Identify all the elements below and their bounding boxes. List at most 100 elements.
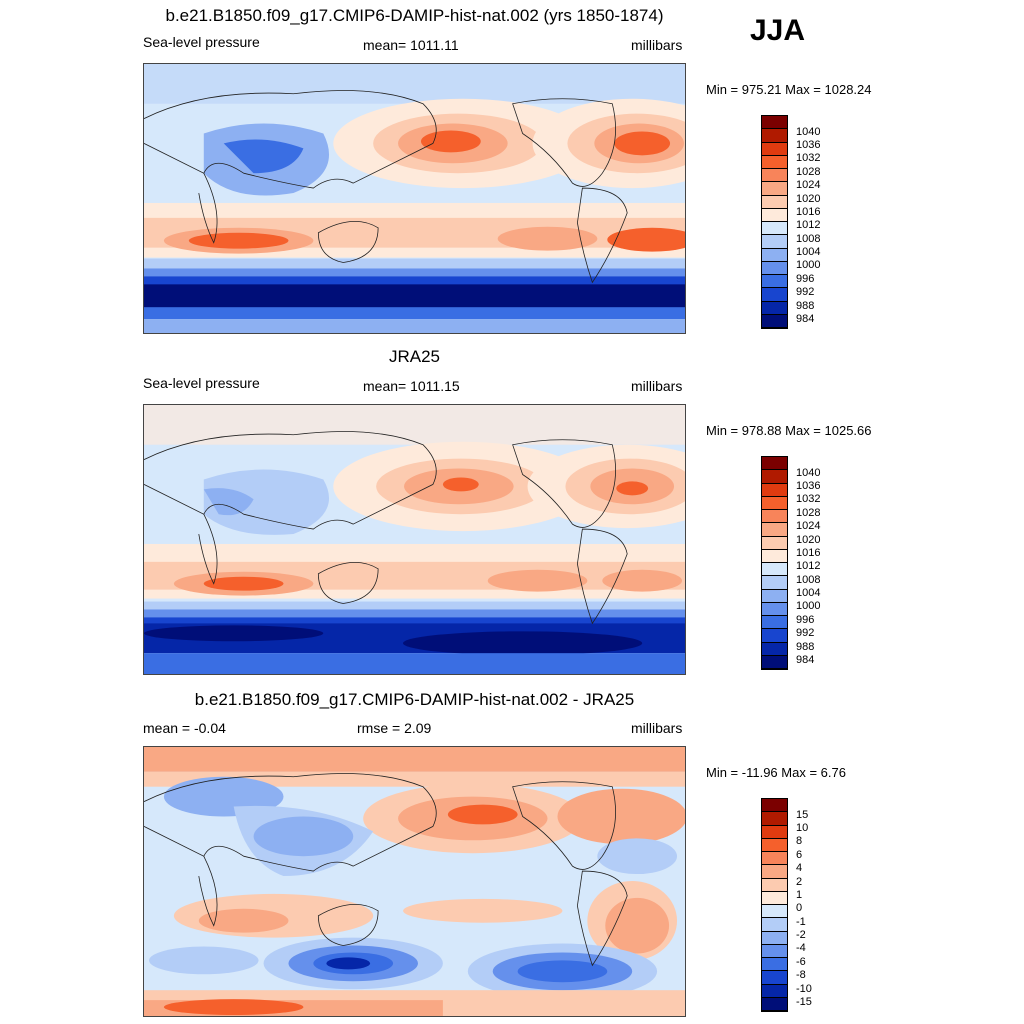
colorbar-tick-label: 1000 (796, 600, 821, 613)
colorbar-swatch (762, 169, 787, 183)
colorbar-swatch (762, 971, 787, 985)
colorbar-tick-label: 2 (796, 875, 803, 888)
colorbar-swatch (762, 288, 787, 302)
colorbar-swatch (762, 235, 787, 249)
colorbar-swatch (762, 918, 787, 932)
panel1-units-label: millibars (631, 37, 683, 53)
colorbar-swatch (762, 958, 787, 972)
colorbar-tick-label: 996 (796, 613, 815, 626)
colorbar-swatch (762, 523, 787, 537)
colorbar-swatch (762, 195, 787, 209)
colorbar-tick-label: 1032 (796, 493, 821, 506)
panel3-units-label: millibars (631, 720, 683, 736)
colorbar-swatch (762, 878, 787, 892)
colorbar-tick-label: 4 (796, 862, 803, 875)
colorbar-tick-label: 1020 (796, 533, 821, 546)
panel1-colorbar (761, 115, 788, 329)
colorbar-swatch (762, 825, 787, 839)
colorbar-swatch (762, 142, 787, 156)
colorbar-swatch (762, 563, 787, 577)
colorbar-swatch (762, 301, 787, 315)
panel1-mean-label: mean= 1011.11 (363, 37, 459, 53)
colorbar-tick-label: -2 (796, 929, 806, 942)
colorbar-tick-label: -4 (796, 942, 806, 955)
colorbar-swatch (762, 905, 787, 919)
colorbar-tick-label: 1036 (796, 139, 821, 152)
panel3-mean-label: mean = -0.04 (143, 720, 226, 736)
colorbar-swatch (762, 655, 787, 669)
colorbar-tick-label: 1008 (796, 573, 821, 586)
colorbar-swatch (762, 536, 787, 550)
colorbar-tick-label: -6 (796, 955, 806, 968)
colorbar-swatch (762, 576, 787, 590)
colorbar-swatch (762, 865, 787, 879)
colorbar-tick-label: 1024 (796, 520, 821, 533)
colorbar-swatch (762, 314, 787, 328)
colorbar-tick-label: 1032 (796, 152, 821, 165)
colorbar-tick-label: 10 (796, 822, 809, 835)
colorbar-tick-label: -1 (796, 915, 806, 928)
colorbar-swatch (762, 261, 787, 275)
colorbar-tick-label: 1008 (796, 232, 821, 245)
colorbar-tick-label: -15 (796, 995, 812, 1008)
colorbar-swatch (762, 457, 787, 471)
colorbar-tick-label: 984 (796, 312, 815, 325)
colorbar-tick-label: 1028 (796, 165, 821, 178)
panel3-minmax: Min = -11.96 Max = 6.76 (706, 765, 846, 780)
panel3-rmse-label: rmse = 2.09 (357, 720, 432, 736)
colorbar-tick-label: 1000 (796, 259, 821, 272)
panel2-mean-label: mean= 1011.15 (363, 378, 460, 394)
panel1-minmax: Min = 975.21 Max = 1028.24 (706, 82, 872, 97)
colorbar-swatch (762, 589, 787, 603)
colorbar-swatch (762, 116, 787, 130)
season-label: JJA (750, 14, 806, 47)
panel1-map (143, 63, 686, 334)
panel2-variable-label: Sea-level pressure (143, 375, 260, 391)
colorbar-swatch (762, 629, 787, 643)
panel3-title: b.e21.B1850.f09_g17.CMIP6-DAMIP-hist-nat… (194, 690, 635, 709)
panel2-colorbar (761, 456, 788, 670)
colorbar-swatch (762, 208, 787, 222)
colorbar-swatch (762, 470, 787, 484)
panel1-title: b.e21.B1850.f09_g17.CMIP6-DAMIP-hist-nat… (165, 6, 664, 25)
colorbar-tick-label: -10 (796, 982, 812, 995)
colorbar-tick-label: 1016 (796, 205, 821, 218)
colorbar-swatch (762, 129, 787, 143)
colorbar-swatch (762, 275, 787, 289)
colorbar-swatch (762, 496, 787, 510)
colorbar-tick-label: 8 (796, 835, 803, 848)
colorbar-swatch (762, 891, 787, 905)
colorbar-tick-label: -8 (796, 969, 806, 982)
colorbar-swatch (762, 248, 787, 262)
colorbar-swatch (762, 222, 787, 236)
colorbar-swatch (762, 944, 787, 958)
colorbar-swatch (762, 799, 787, 813)
panel1-variable-label: Sea-level pressure (143, 34, 260, 50)
colorbar-swatch (762, 549, 787, 563)
panel2-minmax: Min = 978.88 Max = 1025.66 (706, 423, 872, 438)
colorbar-tick-label: 1012 (796, 219, 821, 232)
colorbar-swatch (762, 182, 787, 196)
colorbar-swatch (762, 984, 787, 998)
colorbar-swatch (762, 852, 787, 866)
colorbar-tick-label: 0 (796, 902, 803, 915)
colorbar-swatch (762, 931, 787, 945)
colorbar-tick-label: 15 (796, 808, 809, 821)
colorbar-swatch (762, 642, 787, 656)
colorbar-swatch (762, 838, 787, 852)
colorbar-swatch (762, 510, 787, 524)
colorbar-swatch (762, 812, 787, 826)
panel2-units-label: millibars (631, 378, 683, 394)
colorbar-tick-label: 1028 (796, 506, 821, 519)
colorbar-swatch (762, 483, 787, 497)
colorbar-tick-label: 1040 (796, 466, 821, 479)
colorbar-tick-label: 1012 (796, 560, 821, 573)
colorbar-tick-label: 6 (796, 848, 803, 861)
colorbar-tick-label: 1036 (796, 480, 821, 493)
colorbar-tick-label: 996 (796, 272, 815, 285)
panel2-title: JRA25 (388, 347, 441, 366)
colorbar-swatch (762, 616, 787, 630)
colorbar-tick-label: 1040 (796, 125, 821, 138)
colorbar-tick-label: 988 (796, 640, 815, 653)
colorbar-tick-label: 992 (796, 286, 815, 299)
